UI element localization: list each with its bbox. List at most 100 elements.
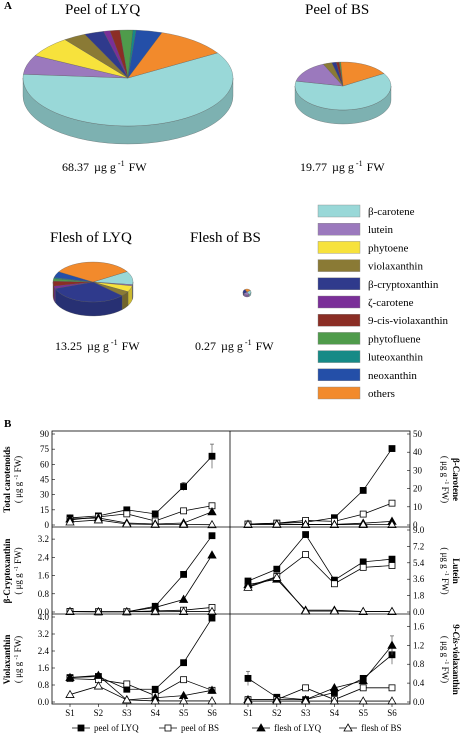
y-tick-label: 1.2	[413, 640, 424, 650]
x-tick-label: S5	[179, 708, 189, 718]
data-point-flesh of LYQ	[65, 672, 75, 681]
legend-label: phytoene	[368, 242, 408, 254]
data-point-flesh of LYQ	[329, 683, 340, 692]
pie-slice-β-carotene	[22, 52, 234, 127]
legend-swatch	[317, 222, 361, 236]
legend-label: peel of LYQ	[94, 723, 139, 733]
pie-peel-of-bs	[294, 61, 392, 125]
data-point-flesh of BS	[207, 696, 217, 705]
legend-label: β-cryptoxanthin	[368, 279, 439, 291]
pie-charts	[22, 29, 392, 317]
x-tick-label: S5	[358, 708, 368, 718]
series-line-peel of LYQ	[69, 535, 213, 613]
legend-label: violaxanthin	[368, 261, 423, 273]
y-axis-unit: ( μg g -1 FW)	[440, 547, 450, 594]
line-chart-Violaxanthin: 0.0 0.8 1.6 2.4 3.2 4.0 Violaxanthin( μg g -1 …	[2, 612, 217, 707]
y-tick-label: 0.0	[413, 697, 425, 707]
series-line-flesh of LYQ	[69, 554, 213, 613]
y-axis-label: Violaxanthin	[2, 635, 12, 685]
y-axis-label: 9-Cis-violaxanthin	[451, 624, 461, 695]
data-point-peel of BS	[180, 676, 188, 684]
data-point-flesh of BS	[300, 519, 311, 529]
y-tick-label: 1.6	[38, 571, 50, 581]
legend-item: violaxanthin	[317, 259, 423, 273]
line-chart-β-Cryptoxanthin: 0.0 0.8 1.6 2.4 3.2 β-Cryptoxanthin( μg g -1 …	[2, 532, 217, 617]
pie-total-unit: µg g	[221, 339, 243, 353]
pie-slice-β-cryptoxanthin	[54, 281, 123, 303]
y-tick-label: 3.2	[38, 534, 49, 544]
x-tick-label: S3	[122, 708, 132, 718]
pie-total-value: 68.37	[62, 160, 89, 174]
x-tick-label: S6	[387, 708, 397, 718]
data-point-flesh of BS	[122, 606, 132, 616]
pie-side-ζ-carotene	[53, 286, 56, 304]
legend-label: flesh of BS	[361, 723, 402, 733]
legend-item: phytoene	[317, 241, 408, 254]
data-point-flesh of BS	[93, 515, 104, 524]
data-point-peel of BS	[302, 684, 310, 692]
data-point-peel of BS	[123, 510, 131, 518]
y-tick-label: 1.6	[38, 663, 50, 673]
data-point-peel of BS	[302, 551, 310, 558]
data-point-peel of LYQ	[388, 445, 396, 452]
pie-slice-others	[127, 32, 218, 79]
series-line-peel of LYQ	[247, 533, 393, 582]
x-tick-label: S3	[301, 708, 311, 718]
series-line-peel of LYQ	[69, 617, 213, 690]
data-point-peel of LYQ	[388, 555, 396, 563]
pie-total-unit: µg g	[332, 160, 354, 174]
data-point-peel of BS	[180, 507, 188, 515]
y-axis-label: Total carotenoids	[2, 446, 12, 513]
data-point-flesh of BS	[243, 519, 253, 528]
x-tick-label: S2	[94, 708, 104, 718]
legend-label: β-carotene	[368, 206, 415, 218]
data-point-flesh of BS	[65, 517, 75, 526]
data-point-flesh of LYQ	[93, 670, 104, 679]
data-point-peel of LYQ	[180, 483, 188, 490]
legend-item: luteoxanthin	[317, 350, 423, 364]
data-point-flesh of BS	[387, 696, 397, 705]
pie-title-peel-lyq: Peel of LYQ	[65, 2, 140, 18]
pie-total-basis: FW	[256, 339, 275, 353]
pie-total-value: 0.27	[195, 339, 216, 353]
data-point-flesh of BS	[178, 606, 189, 615]
legend-item: ζ-carotene	[317, 295, 414, 309]
legend-label: others	[368, 388, 395, 400]
pie-slice-β-carotene	[294, 73, 392, 111]
data-point-peel of LYQ	[208, 532, 216, 540]
pie-total-unit: µg g	[87, 339, 109, 353]
pie-total-unit: µg g	[94, 160, 116, 174]
data-point-flesh of LYQ	[207, 550, 217, 559]
data-point-flesh of BS	[243, 582, 253, 591]
legend-swatch	[317, 259, 361, 272]
pie-slice-others	[58, 261, 128, 283]
legend-marker	[343, 723, 353, 732]
line-legend: peel of LYQ peel of BS flesh of LYQ flesh o…	[72, 723, 402, 733]
x-tick-label: S6	[207, 708, 217, 718]
data-point-flesh of BS	[358, 696, 368, 705]
line-chart-Total carotenoids: 0 15 30 45 60 75 90 Total carotenoids( μg g -1 …	[2, 429, 217, 530]
data-point-flesh of BS	[358, 606, 368, 615]
legend-item: β-cryptoxanthin	[317, 277, 439, 291]
pie-total-flesh-lyq: 13.25 µg g -1 FW	[55, 338, 140, 353]
data-point-peel of BS	[388, 684, 396, 692]
legend-label: phytofluene	[368, 333, 421, 345]
data-point-peel of LYQ	[180, 571, 188, 578]
line-chart-9-Cis-violaxanthin: 0.0 0.4 0.8 1.2 1.6 9-Cis-violaxanthin( μg g …	[243, 621, 461, 707]
y-tick-label: 0.0	[38, 697, 50, 707]
legend-item: phytofluene	[317, 332, 421, 345]
data-point-peel of BS	[359, 510, 367, 518]
data-point-flesh of BS	[387, 519, 397, 529]
y-tick-label: 0.8	[38, 589, 50, 599]
legend-item: 9-cis-violaxanthin	[317, 314, 449, 327]
data-point-flesh of BS	[178, 519, 189, 528]
series-line-flesh of LYQ	[69, 675, 213, 701]
data-point-flesh of BS	[387, 606, 397, 615]
x-tick-label: S4	[150, 708, 160, 718]
series-line-flesh of BS	[247, 576, 392, 612]
legend-item: others	[317, 386, 395, 400]
data-point-flesh of BS	[93, 681, 104, 690]
